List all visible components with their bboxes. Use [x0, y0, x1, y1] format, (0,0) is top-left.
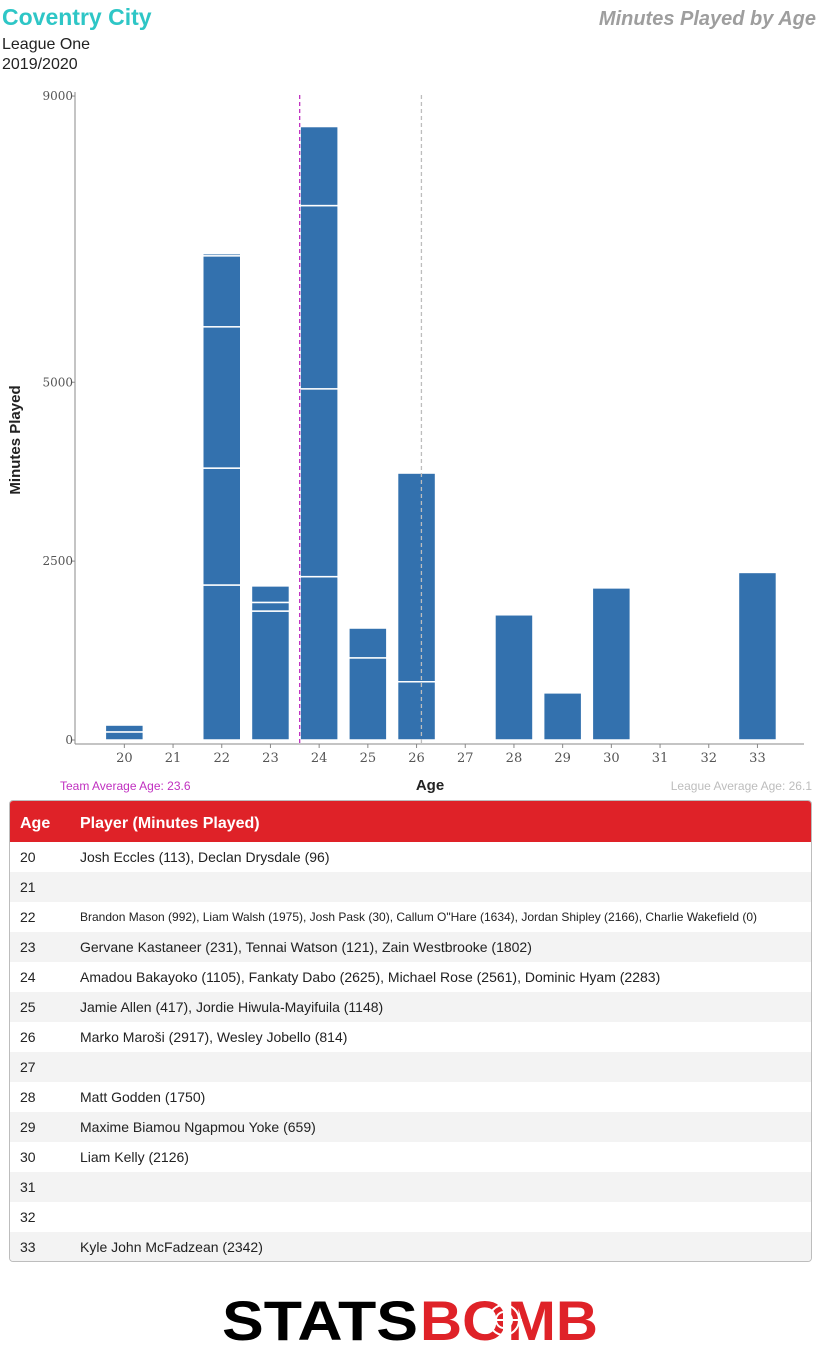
bar-segment [348, 627, 388, 659]
bar-segment [250, 585, 291, 604]
header-player: Player (Minutes Played) [80, 815, 260, 832]
row-age: 21 [20, 879, 36, 895]
team-average-label: Team Average Age: 23.6 [60, 779, 191, 793]
table-row: 33 Kyle John McFadzean (2342) [10, 1232, 811, 1261]
x-tick-label: 32 [700, 751, 717, 766]
x-tick-label: 26 [408, 751, 425, 766]
table-row: 23 Gervane Kastaneer (231), Tennai Watson… [10, 932, 811, 962]
row-players: Gervane Kastaneer (231), Tennai Watson (… [80, 939, 532, 955]
bar-segment [104, 731, 145, 741]
table-row: 28 Matt Godden (1750) [10, 1082, 811, 1112]
row-players: Amadou Bakayoko (1105), Fankaty Dabo (26… [80, 969, 661, 985]
bar-segment [396, 681, 437, 741]
row-age: 32 [20, 1209, 36, 1225]
bar-segment [542, 692, 583, 741]
bar-segment [396, 472, 437, 683]
row-age: 28 [20, 1089, 36, 1105]
bar-segment [299, 125, 339, 207]
row-age: 20 [20, 849, 36, 865]
x-axis-label: Age [416, 777, 444, 794]
bar-segment [299, 204, 339, 390]
row-players: Brandon Mason (992), Liam Walsh (1975), … [80, 910, 757, 924]
x-tick-label: 20 [116, 751, 133, 766]
table-row: 29 Maxime Biamou Ngapmou Yoke (659) [10, 1112, 811, 1142]
row-age: 30 [20, 1149, 36, 1165]
row-age: 26 [20, 1029, 36, 1045]
row-players: Liam Kelly (2126) [80, 1149, 189, 1165]
table-row: 26 Marko Maroši (2917), Wesley Jobello (8… [10, 1022, 811, 1052]
table-row: 21 [10, 872, 811, 902]
row-players: Kyle John McFadzean (2342) [80, 1239, 263, 1255]
x-tick-label: 28 [506, 751, 523, 766]
row-players: Josh Eccles (113), Declan Drysdale (96) [80, 849, 330, 865]
x-tick-label: 30 [603, 751, 620, 766]
x-tick-label: 31 [652, 751, 669, 766]
y-tick-label: 5000 [42, 375, 73, 389]
x-tick-label: 24 [311, 751, 328, 766]
row-players: Jamie Allen (417), Jordie Hiwula-Mayifui… [80, 999, 384, 1015]
table-row: 25 Jamie Allen (417), Jordie Hiwula-Mayif… [10, 992, 811, 1022]
bar-segment [737, 571, 778, 741]
table-row: 30 Liam Kelly (2126) [10, 1142, 811, 1172]
row-age: 29 [20, 1119, 36, 1135]
bar-segment [250, 610, 291, 741]
row-age: 31 [20, 1179, 36, 1195]
y-tick-label: 2500 [42, 554, 73, 568]
table-row: 24 Amadou Bakayoko (1105), Fankaty Dabo (… [10, 962, 811, 992]
minutes-by-age-chart: 0 2500 5000 9000 Minutes Played 20 21 22 23 24 25 2… [7, 89, 813, 794]
table-row: 32 [10, 1202, 811, 1232]
y-tick-label: 0 [65, 733, 73, 747]
logo-text-bomb: BOMB [420, 1292, 598, 1344]
header-age: Age [20, 815, 51, 832]
x-tick-label: 33 [749, 751, 766, 766]
bar-segment [299, 575, 339, 741]
row-age: 33 [20, 1239, 36, 1255]
statsbomb-logo: STATS BOMB [222, 1292, 598, 1344]
chart-title: Minutes Played by Age [598, 8, 816, 30]
table-row: 20 Josh Eccles (113), Declan Drysdale (96… [10, 842, 811, 872]
x-tick-label: 23 [262, 751, 279, 766]
season: 2019/2020 [2, 56, 78, 73]
bar-segment [250, 601, 291, 612]
y-tick-label: 9000 [42, 89, 73, 103]
league-name: League One [2, 36, 91, 53]
row-players: Matt Godden (1750) [80, 1089, 206, 1105]
x-tick-label: 29 [554, 751, 571, 766]
y-axis-label: Minutes Played [7, 385, 24, 494]
row-players: Maxime Biamou Ngapmou Yoke (659) [80, 1119, 316, 1135]
row-players: Marko Maroši (2917), Wesley Jobello (814… [80, 1029, 348, 1045]
table-row: 27 [10, 1052, 811, 1082]
row-age: 27 [20, 1059, 36, 1075]
bar-segment [494, 614, 534, 741]
players-by-age-table: Age Player (Minutes Played) 20 Josh Eccle… [9, 800, 812, 1262]
logo-text-stats: STATS [222, 1292, 418, 1344]
bar-segment [591, 587, 632, 741]
team-title: Coventry City [2, 4, 152, 30]
x-tick-label: 21 [165, 751, 182, 766]
bar-segment [202, 326, 242, 469]
bar-segment [202, 252, 242, 257]
target-icon [486, 1302, 522, 1338]
league-average-label: League Average Age: 26.1 [671, 779, 813, 793]
row-age: 22 [20, 909, 36, 925]
bar-segment [202, 467, 242, 586]
bar-segment [348, 657, 388, 741]
table-header: Age Player (Minutes Played) [10, 801, 811, 842]
bar-segment [202, 584, 242, 741]
bar-segment [299, 388, 339, 578]
row-age: 24 [20, 969, 36, 985]
bar-segment [202, 255, 242, 328]
row-age: 23 [20, 939, 36, 955]
table-row: 31 [10, 1172, 811, 1202]
bar-segment [104, 724, 145, 733]
row-age: 25 [20, 999, 36, 1015]
table-row: 22 Brandon Mason (992), Liam Walsh (1975)… [10, 902, 811, 932]
x-tick-label: 22 [213, 751, 230, 766]
x-tick-label: 25 [360, 751, 377, 766]
x-tick-label: 27 [457, 751, 474, 766]
table-body: 20 Josh Eccles (113), Declan Drysdale (96… [10, 842, 811, 1261]
